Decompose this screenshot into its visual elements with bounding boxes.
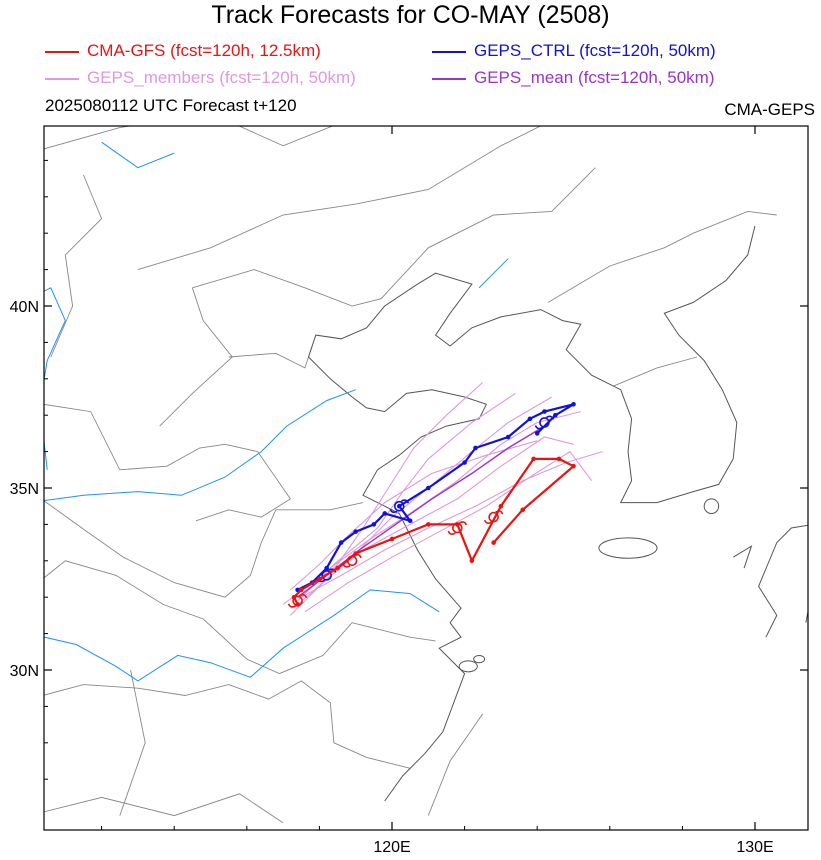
geps-ctrl-point [553,412,558,418]
geps-ctrl-point [571,401,576,407]
geps-ctrl-point [462,460,467,465]
geps-ctrl-point [396,503,402,509]
geps-ctrl-point [338,540,344,545]
legend-line-icon [45,50,79,53]
legend-item-geps-members: GEPS_members (fcst=120h, 50km) [45,68,356,88]
cma-gfs-point [335,565,340,571]
river [44,287,66,470]
cma-gfs-point [469,558,475,564]
river [44,389,356,502]
coastline [732,545,753,569]
geps-ctrl-point [371,522,377,527]
cma-gfs-point [491,540,496,545]
geps-ctrl-point [534,431,540,436]
geps-ctrl-point [324,565,329,571]
legend-line-icon [432,77,466,80]
typhoon-icon [534,415,555,430]
cma-gfs-point [389,536,395,542]
province-border [44,403,292,522]
province-border [192,167,596,307]
province-border [547,210,777,303]
typhoon-icon [342,553,362,568]
island-outline [703,498,720,514]
geps-member-track [301,451,603,598]
coastline [308,356,488,802]
geps-ctrl-point [542,409,547,414]
province-border [119,669,146,816]
chart-title: Track Forecasts for CO-MAY (2508) [211,1,610,29]
map-frame [43,125,809,831]
cma-gfs-point [426,522,431,527]
geps-ctrl-point [426,485,431,491]
legend-item-cma-gfs: CMA-GFS (fcst=120h, 12.5km) [45,41,321,61]
y-tick-label: 40N [10,299,39,316]
cma-gfs-track [292,457,576,605]
legend-item-geps-mean: GEPS_mean (fcst=120h, 50km) [432,68,714,88]
legend-line-icon [432,50,466,53]
coastline [758,524,808,638]
cma-gfs-point [571,463,576,469]
geps-member-track [304,381,484,595]
geps-ctrl-point [473,445,478,451]
cma-gfs-point [531,456,536,462]
cma-gfs-point [317,576,322,582]
typhoon-icon [389,499,410,514]
island-outline [473,654,486,664]
river [101,141,175,169]
legend-label: GEPS_CTRL (fcst=120h, 50km) [474,41,716,60]
legend-label: CMA-GFS (fcst=120h, 12.5km) [87,41,321,60]
typhoon-icon [483,510,504,525]
cma-gfs-point [556,456,562,462]
island-outline [436,834,458,856]
legend-line-icon [45,77,79,80]
model-name-text: CMA-GEPS [724,100,815,119]
province-border [44,560,436,675]
province-border [44,500,364,598]
geps-member-track [290,440,538,591]
river [478,258,509,289]
river [44,589,440,682]
legend-item-geps-ctrl: GEPS_CTRL (fcst=120h, 50km) [432,41,716,61]
y-tick-label: 30N [10,663,39,680]
forecast-init-text: 2025080112 UTC Forecast t+120 [45,96,297,115]
province-border [159,287,233,427]
province-border [613,356,698,387]
province-border [137,126,542,271]
geps-ctrl-point [527,416,533,422]
island-outline [598,537,658,559]
cma-gfs-point [498,503,504,509]
province-border [44,680,411,769]
legend-label: GEPS_mean (fcst=120h, 50km) [474,68,715,87]
geps-ctrl-point [505,434,511,440]
province-border [44,126,334,150]
geps-ctrl-point [407,518,413,524]
province-border [50,174,103,358]
geps-ctrl-track [297,403,575,591]
province-border [44,793,284,824]
island-outline [458,660,478,673]
typhoon-icon [287,593,308,608]
coastline [308,225,756,504]
map-content [44,126,808,856]
legend-label: GEPS_members (fcst=120h, 50km) [87,68,356,87]
cma-gfs-point [520,507,525,513]
geps-member-track [304,450,593,613]
cma-gfs-point [298,587,304,593]
geps-ctrl-point [353,529,359,534]
x-tick-label: 120E [373,839,410,856]
geps-member-track [293,436,574,609]
geps-ctrl-point [382,511,388,516]
province-border [427,713,484,816]
typhoon-icon [447,521,468,535]
x-tick-label: 130E [736,839,773,856]
y-tick-label: 35N [10,481,39,498]
province-border [228,345,313,369]
